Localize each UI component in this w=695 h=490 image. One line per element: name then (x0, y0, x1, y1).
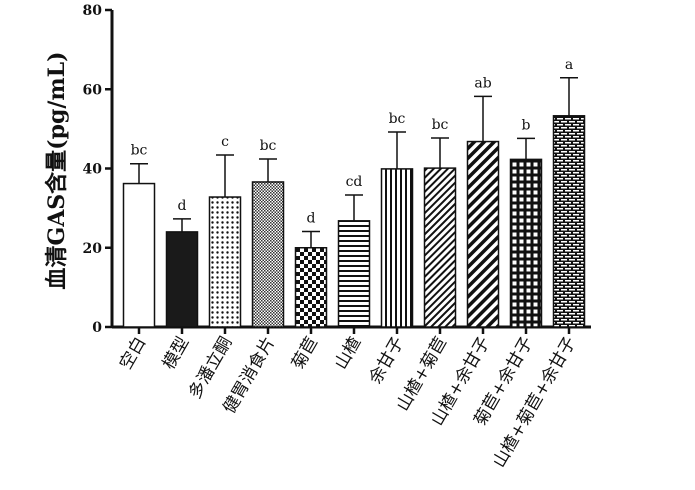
bar (552, 115, 586, 328)
y-axis-label: 血清GAS含量(pg/mL) (44, 51, 70, 289)
bar (208, 196, 242, 328)
significance-label: a (565, 57, 573, 73)
bar (466, 140, 500, 328)
category-label: 余甘子 (366, 334, 409, 388)
y-tick-label: 80 (83, 3, 103, 19)
significance-label: c (221, 134, 229, 150)
significance-label: bc (432, 117, 449, 133)
bar (294, 247, 328, 328)
bar (337, 220, 371, 328)
bar (509, 158, 543, 328)
category-label: 菊苣 (288, 334, 322, 373)
y-tick-label: 40 (83, 162, 103, 178)
significance-label: d (178, 198, 187, 214)
significance-label: d (307, 211, 316, 227)
y-tick-label: 60 (83, 82, 103, 98)
significance-label: cd (346, 174, 363, 190)
category-label: 模型 (159, 334, 193, 373)
bar (251, 181, 285, 328)
significance-label: bc (389, 111, 406, 127)
bar (423, 167, 457, 328)
significance-label: ab (474, 75, 491, 91)
bar (122, 182, 156, 328)
bars (122, 77, 586, 328)
y-tick-label: 0 (92, 320, 102, 336)
bar (165, 231, 199, 328)
bar (380, 168, 414, 328)
significance-label: bc (131, 143, 148, 159)
category-label: 空白 (116, 334, 150, 373)
category-label: 山楂 (331, 334, 365, 373)
significance-label: bc (260, 138, 277, 154)
significance-label: b (522, 117, 531, 133)
y-tick-label: 20 (83, 241, 103, 257)
